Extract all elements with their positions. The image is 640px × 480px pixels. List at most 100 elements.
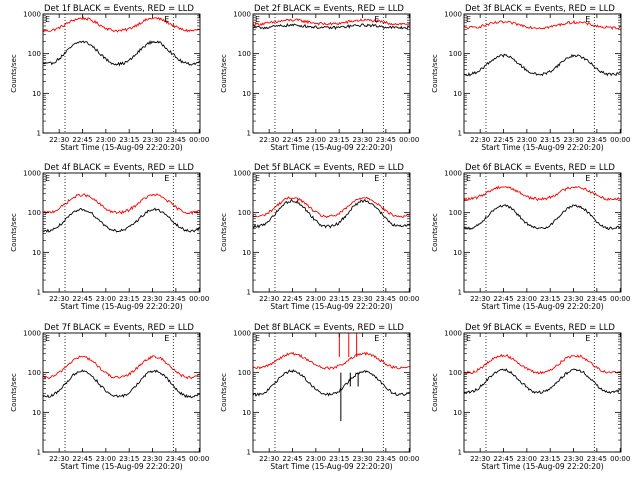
panel-title: Det 3f BLACK = Events, RED = LLD bbox=[465, 4, 615, 14]
lld-line bbox=[464, 19, 622, 31]
plot-frame bbox=[42, 332, 201, 453]
x-tick-label: 23:15 bbox=[329, 455, 349, 463]
marker-left: E bbox=[255, 15, 260, 24]
x-tick-label: 00:00 bbox=[399, 455, 419, 463]
panel-title: Det 8f BLACK = Events, RED = LLD bbox=[254, 323, 404, 333]
marker-right: E bbox=[585, 15, 590, 24]
panel-title: Det 9f BLACK = Events, RED = LLD bbox=[465, 323, 615, 333]
y-tick-label: 1000 bbox=[444, 330, 462, 338]
panel-title: Det 4f BLACK = Events, RED = LLD bbox=[44, 163, 194, 173]
lld-line bbox=[252, 18, 411, 27]
y-tick-label: 1000 bbox=[233, 11, 251, 19]
y-tick-label: 10 bbox=[242, 409, 251, 417]
plot-frame bbox=[463, 13, 622, 134]
x-tick-label: 22:45 bbox=[72, 295, 92, 303]
y-tick-label: 100 bbox=[28, 50, 41, 58]
x-tick-label: 23:45 bbox=[376, 295, 396, 303]
plot-frame bbox=[252, 172, 411, 293]
x-axis-label: Start Time (15-Aug-09 22:20:20) bbox=[60, 462, 182, 471]
y-tick-label: 10 bbox=[32, 409, 41, 417]
marker-right: E bbox=[164, 334, 169, 343]
y-tick-label: 10 bbox=[453, 90, 462, 98]
marker-left: E bbox=[45, 334, 50, 343]
y-tick-label: 1000 bbox=[23, 11, 41, 19]
x-tick-label: 22:30 bbox=[49, 295, 69, 303]
y-tick-label: 10 bbox=[32, 249, 41, 257]
y-tick-label: 100 bbox=[449, 369, 462, 377]
y-axis-label: Counts/sec bbox=[10, 54, 18, 93]
x-tick-label: 22:30 bbox=[470, 295, 490, 303]
y-tick-label: 1 bbox=[247, 130, 251, 138]
x-tick-label: 23:45 bbox=[166, 136, 186, 144]
x-tick-label: 00:00 bbox=[189, 455, 209, 463]
x-tick-label: 00:00 bbox=[610, 136, 630, 144]
x-tick-label: 22:45 bbox=[282, 136, 302, 144]
y-tick-label: 1 bbox=[37, 449, 41, 457]
x-axis-label: Start Time (15-Aug-09 22:20:20) bbox=[60, 302, 182, 311]
x-tick-label: 23:30 bbox=[142, 455, 162, 463]
x-tick-label: 23:00 bbox=[96, 455, 116, 463]
x-tick-label: 00:00 bbox=[189, 295, 209, 303]
y-tick-label: 10 bbox=[453, 409, 462, 417]
x-tick-label: 00:00 bbox=[189, 136, 209, 144]
y-tick-label: 1000 bbox=[444, 11, 462, 19]
x-axis-label: Start Time (15-Aug-09 22:20:20) bbox=[60, 143, 182, 152]
events-line bbox=[463, 53, 622, 77]
events-line bbox=[463, 368, 621, 395]
x-tick-label: 23:15 bbox=[540, 455, 560, 463]
x-tick-label: 22:45 bbox=[72, 455, 92, 463]
x-tick-label: 22:30 bbox=[259, 136, 279, 144]
y-tick-label: 1 bbox=[247, 449, 251, 457]
lld-line bbox=[252, 351, 411, 370]
y-tick-label: 1000 bbox=[23, 170, 41, 178]
x-tick-label: 23:00 bbox=[306, 136, 326, 144]
x-axis-label: Start Time (15-Aug-09 22:20:20) bbox=[481, 302, 603, 311]
y-axis-label: Counts/sec bbox=[431, 373, 439, 412]
x-tick-label: 23:30 bbox=[142, 136, 162, 144]
x-axis-label: Start Time (15-Aug-09 22:20:20) bbox=[481, 462, 603, 471]
x-axis-label: Start Time (15-Aug-09 22:20:20) bbox=[270, 462, 392, 471]
y-tick-label: 100 bbox=[238, 369, 251, 377]
plot-frame bbox=[463, 172, 622, 293]
y-tick-label: 1000 bbox=[23, 330, 41, 338]
x-tick-label: 23:15 bbox=[540, 136, 560, 144]
x-tick-label: 23:15 bbox=[119, 136, 139, 144]
x-tick-label: 00:00 bbox=[399, 295, 419, 303]
y-axis-label: Counts/sec bbox=[220, 373, 228, 412]
x-tick-label: 22:45 bbox=[493, 455, 513, 463]
y-axis-label: Counts/sec bbox=[220, 54, 228, 93]
y-tick-label: 100 bbox=[28, 369, 41, 377]
y-tick-label: 1 bbox=[458, 130, 462, 138]
y-tick-label: 10 bbox=[453, 249, 462, 257]
y-tick-label: 1 bbox=[247, 289, 251, 297]
x-tick-label: 22:30 bbox=[470, 455, 490, 463]
y-tick-label: 10 bbox=[242, 249, 251, 257]
x-axis-label: Start Time (15-Aug-09 22:20:20) bbox=[270, 143, 392, 152]
events-line bbox=[42, 207, 201, 233]
marker-right: E bbox=[164, 15, 169, 24]
y-axis-label: Counts/sec bbox=[431, 213, 439, 252]
x-tick-label: 23:30 bbox=[352, 455, 372, 463]
x-tick-label: 00:00 bbox=[399, 136, 419, 144]
plot-frame bbox=[463, 332, 622, 453]
y-tick-label: 100 bbox=[28, 209, 41, 217]
plot-frame bbox=[252, 332, 411, 453]
lld-line bbox=[42, 193, 201, 216]
y-tick-label: 1 bbox=[458, 289, 462, 297]
x-tick-label: 23:45 bbox=[587, 295, 607, 303]
y-tick-label: 1 bbox=[37, 130, 41, 138]
x-tick-label: 22:45 bbox=[282, 295, 302, 303]
marker-left: E bbox=[466, 174, 471, 183]
y-axis-label: Counts/sec bbox=[10, 213, 18, 252]
x-tick-label: 22:30 bbox=[259, 295, 279, 303]
marker-left: E bbox=[466, 15, 471, 24]
marker-right: E bbox=[374, 15, 379, 24]
